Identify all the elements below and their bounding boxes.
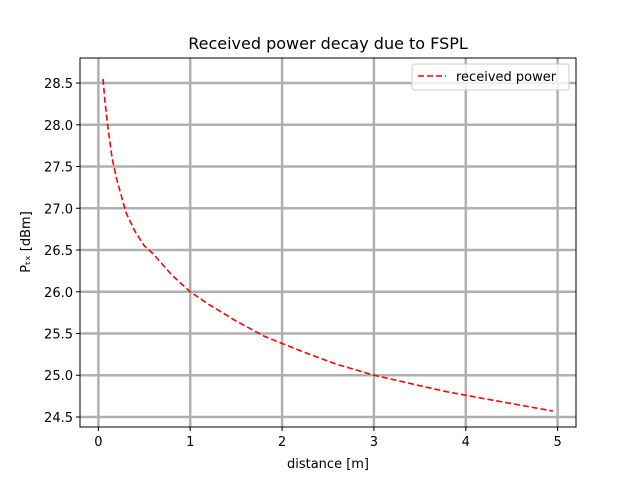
x-tick-label: 3 [370, 435, 378, 450]
y-tick-label: 25.5 [44, 327, 73, 342]
y-tick-label: 24.5 [44, 411, 73, 426]
y-tick-label: 27.0 [44, 202, 73, 217]
legend-box [411, 63, 570, 91]
y-tick-label: 27.5 [44, 161, 73, 176]
chart-title: Received power decay due to FSPL [188, 34, 468, 53]
axis-ticks: 0 1 2 3 4 5 24.5 25.0 25.5 26.0 26.5 27.0 27.5 28.0 28… [44, 77, 562, 450]
legend-label: received power [456, 70, 557, 85]
y-tick-label: 28.0 [44, 119, 73, 134]
legend: received power [411, 63, 570, 91]
x-axis-label: distance [m] [287, 457, 369, 472]
y-tick-label: 26.5 [44, 244, 73, 259]
x-tick-label: 4 [462, 435, 470, 450]
series-layer [102, 78, 554, 412]
y-tick-label: 25.0 [44, 369, 73, 384]
grid [80, 58, 576, 427]
x-tick-label: 5 [553, 435, 561, 450]
plot-frame [79, 57, 577, 428]
series-line [102, 78, 554, 412]
x-tick-label: 1 [186, 435, 194, 450]
y-tick-label: 28.5 [44, 77, 73, 92]
y-tick-label: 26.0 [44, 286, 73, 301]
y-axis-label: Pₜₓ [dBm] [19, 211, 34, 273]
x-tick-label: 2 [278, 435, 286, 450]
x-tick-label: 0 [94, 435, 102, 450]
